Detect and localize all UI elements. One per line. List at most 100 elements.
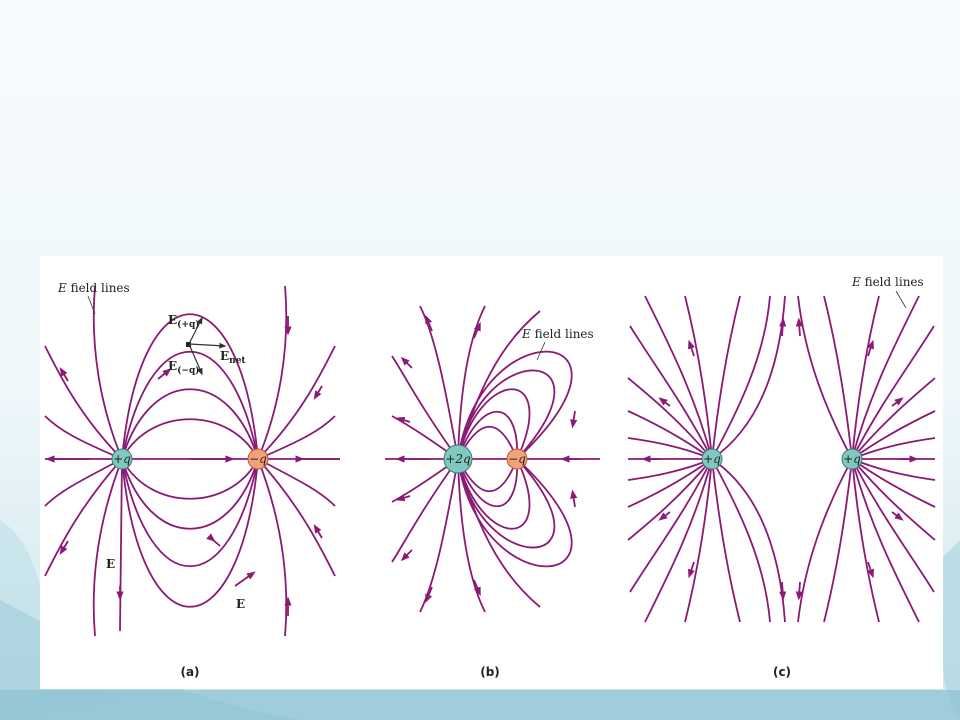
negative-charge <box>247 448 269 470</box>
field-line-arrow <box>473 579 481 597</box>
loop-field-line <box>457 458 531 530</box>
outer-field-line <box>851 437 936 460</box>
outer-field-line <box>823 458 853 623</box>
outer-field-line <box>627 458 713 508</box>
outer-field-line <box>391 458 459 563</box>
outer-field-line <box>627 437 713 460</box>
positive-charge <box>443 444 473 474</box>
caption-c: (c) <box>773 665 791 679</box>
outer-field-line <box>44 345 123 460</box>
outer-field-line <box>92 285 123 460</box>
positive-charge <box>111 448 133 470</box>
field-line-arrow <box>570 489 578 508</box>
outer-field-line <box>797 295 853 460</box>
test-point <box>186 342 191 347</box>
field-lines-diagram: +q −q E field lines E(+q) E(−q) Enet E E… <box>44 275 936 679</box>
outer-field-line <box>711 458 771 623</box>
vector-e-neg-label: E(−q) <box>168 359 200 376</box>
negative-charge <box>506 448 528 470</box>
dipole-field-line <box>121 418 259 460</box>
outer-field-line <box>851 295 880 460</box>
label-leader <box>87 295 96 315</box>
outer-field-line <box>684 295 713 460</box>
field-line-arrow <box>891 511 904 521</box>
field-line-arrow <box>425 586 433 604</box>
neg-charge-label: −q <box>508 452 526 466</box>
vector-e-neg-arrow <box>188 343 203 376</box>
outer-field-line <box>851 458 935 593</box>
field-lines-figure: +q −q E field lines E(+q) E(−q) Enet E E… <box>40 256 943 689</box>
field-lines-label-c: E field lines <box>851 275 924 289</box>
loop-field-line <box>457 458 556 549</box>
dipole-field-line <box>121 388 259 460</box>
field-line-arrow <box>779 317 787 337</box>
loop-field-line <box>457 388 531 460</box>
field-line-arrow <box>867 339 874 357</box>
outer-field-line <box>851 295 920 460</box>
outer-field-line <box>797 458 853 623</box>
field-line-arrow <box>570 410 578 429</box>
field-line-arrow <box>867 561 874 579</box>
outer-field-line <box>711 458 741 623</box>
field-line-arrow <box>313 385 323 400</box>
outer-field-line <box>391 355 459 460</box>
field-line-arrow <box>206 533 221 547</box>
outer-field-line <box>257 415 336 460</box>
dipole-field-line <box>121 458 259 608</box>
outer-field-line <box>92 458 123 637</box>
field-line-arrow <box>658 397 671 407</box>
vector-e-net-label: Enet <box>220 349 246 366</box>
loop-field-line <box>457 410 518 460</box>
outer-field-line <box>851 410 936 460</box>
outer-field-line <box>851 458 880 623</box>
outer-field-line <box>629 458 713 593</box>
field-line-arrow <box>400 549 413 562</box>
outer-field-line <box>711 295 771 460</box>
outer-field-line <box>257 285 288 460</box>
positive-charge-right <box>841 448 863 470</box>
field-line-arrow <box>59 540 69 555</box>
field-line-arrow <box>400 356 413 369</box>
dipole-field-line <box>121 313 259 460</box>
field-line-arrow <box>688 339 695 357</box>
panel-a: +q −q E field lines E(+q) E(−q) Enet E E… <box>44 281 340 679</box>
neg-charge-label: −q <box>249 452 267 466</box>
field-line-arrow <box>795 317 803 337</box>
caption-a: (a) <box>180 665 199 679</box>
label-leader <box>536 341 546 361</box>
outer-field-line <box>257 458 288 637</box>
outer-field-line <box>457 305 486 460</box>
field-lines-label-b: E field lines <box>521 327 594 341</box>
charge-right-label: +q <box>843 452 861 466</box>
outer-field-line <box>627 458 713 481</box>
positive-charge-left <box>701 448 723 470</box>
outer-field-line <box>457 458 486 613</box>
field-line-arrow <box>234 571 256 587</box>
field-line-arrow <box>395 416 411 424</box>
field-line-arrow <box>891 397 904 407</box>
field-line-arrow <box>313 524 323 539</box>
field-line-arrow <box>59 367 69 382</box>
outer-field-line <box>257 458 336 577</box>
panel-b: +2q −q E field lines (b) <box>385 305 600 679</box>
outer-field-line <box>823 295 853 460</box>
vector-e-pos-label: E(+q) <box>168 313 200 330</box>
pos-charge-label: +q <box>113 452 131 466</box>
outer-field-line <box>457 310 541 460</box>
outer-field-line <box>627 458 713 541</box>
outer-field-line <box>44 458 123 577</box>
outer-field-line <box>711 295 741 460</box>
vector-e-pos-arrow <box>188 316 203 345</box>
vector-e-net-arrow <box>188 342 227 349</box>
outer-field-line <box>457 458 541 608</box>
outer-field-line <box>851 377 936 460</box>
outer-field-line <box>851 325 935 460</box>
field-line-arrow <box>658 511 671 521</box>
field-line-arrow <box>779 581 787 601</box>
field-line-arrow <box>795 581 803 601</box>
outer-field-line <box>851 458 936 508</box>
field-line-arrow <box>473 321 481 339</box>
charge-left-label: +q <box>703 452 721 466</box>
dipole-field-line <box>121 458 259 530</box>
